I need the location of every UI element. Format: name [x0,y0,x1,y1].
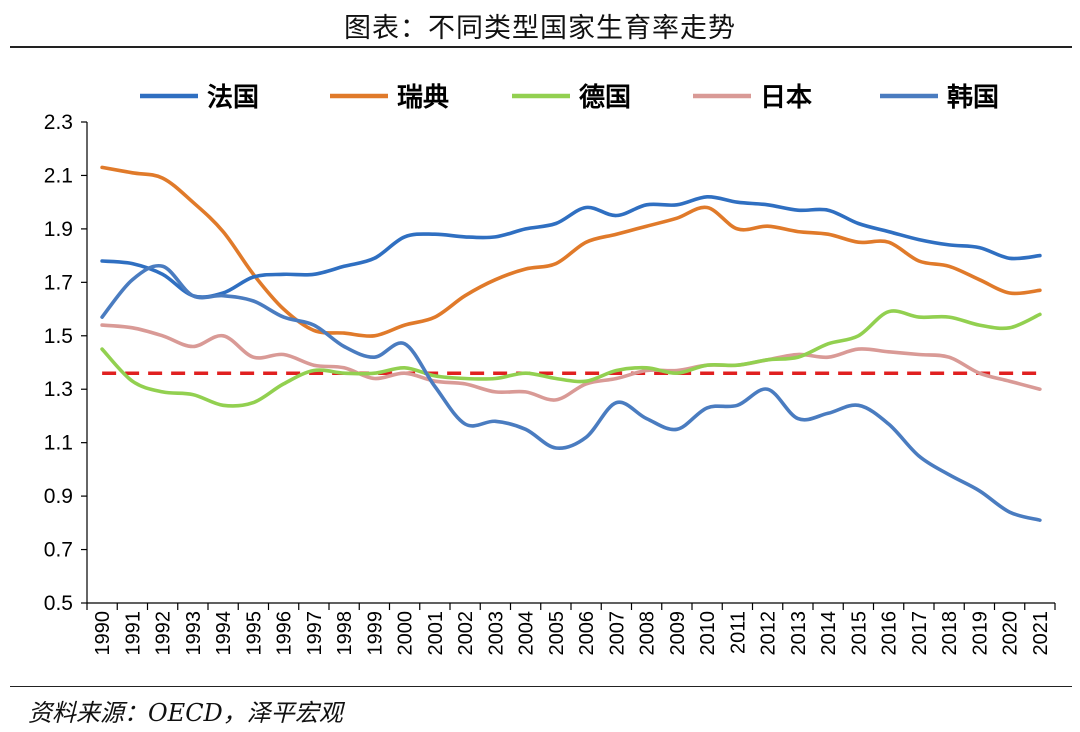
x-tick-label: 1991 [122,611,144,656]
x-tick-label: 2005 [546,611,568,656]
y-tick-label: 1.9 [44,218,73,241]
x-tick-label: 2019 [969,611,991,656]
x-tick-label: 1994 [213,611,235,656]
y-tick-label: 0.9 [44,485,73,508]
x-tick-label: 2016 [879,611,901,656]
y-tick-label: 2.1 [44,164,73,187]
x-tick-label: 2007 [606,611,628,656]
line-chart: 法国 瑞典 德国 日本 韩国 0.5 0.7 0.9 1.1 1.3 1.5 1.7 1.9 2.1 2.… [44,83,1056,656]
x-tick-label: 2012 [758,611,780,656]
series-line-0 [100,194,1042,299]
x-tick-label: 1990 [92,611,114,656]
x-tick-label: 2000 [395,611,417,656]
y-tick-label: 0.5 [44,592,73,615]
source-divider [10,686,1072,687]
x-tick-label: 2009 [667,611,689,656]
x-tick-label: 1998 [334,611,356,656]
chart-legend: 法国 瑞典 德国 日本 韩国 [140,83,999,113]
legend-label: 法国 [207,83,259,113]
series-lines [100,165,1042,522]
x-tick-label: 2011 [727,611,749,654]
legend-label: 日本 [760,83,812,113]
x-tick-label: 1995 [243,611,265,656]
x-tick-label: 2013 [788,611,810,656]
y-tick-label: 1.5 [44,325,73,348]
series-line-4 [100,263,1042,522]
x-tick-label: 1997 [304,611,326,656]
x-tick-label: 2014 [818,611,840,656]
series-line-2 [100,309,1042,408]
x-tick-label: 2006 [576,611,598,656]
legend-label: 德国 [579,83,631,113]
legend-label: 瑞典 [397,83,449,113]
x-tick-label: 1993 [183,611,205,656]
x-tick-label: 1999 [364,611,386,656]
x-tick-label: 2010 [697,611,719,656]
x-tick-label: 2017 [909,611,931,656]
x-tick-label: 2015 [848,611,870,656]
x-tick-label: 2020 [1000,611,1022,656]
y-tick-label: 0.7 [44,539,73,562]
x-tick-label: 2018 [939,611,961,656]
x-tick-label: 2001 [425,611,447,656]
title-divider [10,46,1072,48]
x-tick-label: 2003 [485,611,507,656]
x-tick-label: 2021 [1030,611,1052,656]
x-tick-label: 2002 [455,611,477,656]
x-tick-label: 1996 [274,611,296,656]
source-note: 资料来源：OECD，泽平宏观 [28,699,343,727]
y-tick-label: 1.1 [44,432,73,455]
series-line-3 [100,323,1042,402]
y-tick-label: 1.7 [44,271,73,294]
legend-label: 韩国 [947,83,999,113]
y-tick-label: 2.3 [44,111,73,134]
x-tick-label: 2008 [637,611,659,656]
x-tick-label: 2004 [516,611,538,656]
y-tick-label: 1.3 [44,378,73,401]
x-tick-label: 1992 [153,611,175,656]
chart-title: 图表：不同类型国家生育率走势 [344,13,736,44]
chart-axes: 0.5 0.7 0.9 1.1 1.3 1.5 1.7 1.9 2.1 2.3 1990 1991 19… [44,111,1056,656]
